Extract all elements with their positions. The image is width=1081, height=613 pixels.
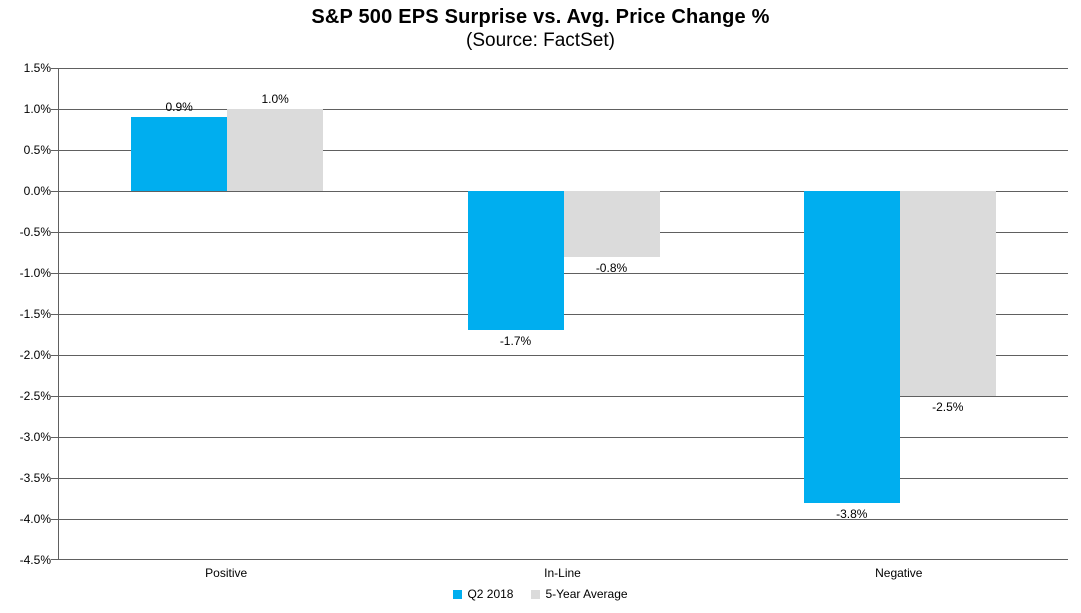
y-axis-tick	[51, 150, 59, 151]
legend-item-q2-2018: Q2 2018	[453, 587, 513, 601]
legend-marker-icon	[531, 589, 541, 599]
y-axis-label: 0.0%	[23, 184, 51, 198]
gridline	[59, 519, 1068, 520]
chart-subtitle: (Source: FactSet)	[466, 30, 615, 51]
gridline	[59, 273, 1068, 274]
y-axis-label: -3.5%	[19, 471, 51, 485]
data-label-5-year-average-in-line: -0.8%	[595, 260, 628, 275]
y-axis-label: 1.0%	[23, 102, 51, 116]
data-label-5-year-average-positive: 1.0%	[261, 92, 289, 106]
y-axis-tick	[51, 273, 59, 274]
y-axis-tick	[51, 519, 59, 520]
y-axis-tick	[51, 355, 59, 356]
legend-item-5-year-average: 5-Year Average	[531, 587, 628, 601]
legend-label: 5-Year Average	[545, 587, 628, 601]
plot-area: 1.5% 1.0% 0.5% 0.0% -0.5% -1.0% -1.5% -2.0% -2.5…	[20, 61, 1068, 567]
gridline	[59, 355, 1068, 356]
legend: Q2 2018 5-Year Average	[0, 587, 1081, 601]
gridline	[59, 478, 1068, 479]
gridline	[59, 150, 1068, 151]
y-axis-tick	[51, 396, 59, 397]
y-axis-tick	[51, 314, 59, 315]
bar-5-year-average-in-line	[563, 191, 660, 257]
y-axis-label: -0.5%	[19, 225, 51, 239]
y-axis-label: -1.0%	[19, 266, 51, 280]
gridline	[59, 109, 1068, 110]
y-axis-label: -2.5%	[19, 389, 51, 403]
gridline	[59, 559, 1068, 560]
gridline	[59, 396, 1068, 397]
x-axis-label-in-line: In-Line	[544, 566, 581, 580]
x-axis-label-positive: Positive	[205, 566, 248, 580]
gridline	[59, 437, 1068, 438]
legend-marker-icon	[453, 589, 463, 599]
y-axis-tick	[51, 68, 59, 69]
y-axis-tick	[51, 232, 59, 233]
y-axis-label: -4.5%	[19, 553, 51, 567]
bar-q2-2018-positive	[131, 117, 228, 191]
data-label-q2-2018-positive: 0.9%	[165, 100, 193, 115]
bar-q2-2018-negative	[803, 191, 900, 503]
legend-label: Q2 2018	[467, 587, 514, 601]
y-axis-label: 1.5%	[23, 61, 51, 75]
data-label-q2-2018-negative: -3.8%	[836, 506, 868, 521]
y-axis-label: -3.0%	[19, 430, 51, 444]
y-axis-label: -2.0%	[19, 348, 51, 362]
gridline	[59, 68, 1068, 69]
chart-title: S&P 500 EPS Surprise vs. Avg. Price Chan…	[311, 6, 770, 28]
y-axis-label: 0.5%	[23, 143, 51, 157]
gridline	[59, 314, 1068, 315]
x-axis-label-negative: Negative	[875, 566, 923, 580]
y-axis-tick	[51, 437, 59, 438]
y-axis-tick	[51, 191, 59, 192]
y-axis-tick	[51, 109, 59, 110]
data-label-q2-2018-in-line: -1.7%	[499, 334, 532, 349]
y-axis-label: -1.5%	[19, 307, 51, 321]
data-label-5-year-average-negative: -2.5%	[932, 400, 964, 414]
y-axis-tick	[51, 478, 59, 479]
bar-q2-2018-in-line	[467, 191, 564, 331]
bar-5-year-average-positive	[227, 109, 324, 191]
y-axis-tick	[51, 559, 59, 560]
bar-5-year-average-negative	[899, 191, 996, 396]
y-axis-label: -4.0%	[19, 512, 51, 526]
